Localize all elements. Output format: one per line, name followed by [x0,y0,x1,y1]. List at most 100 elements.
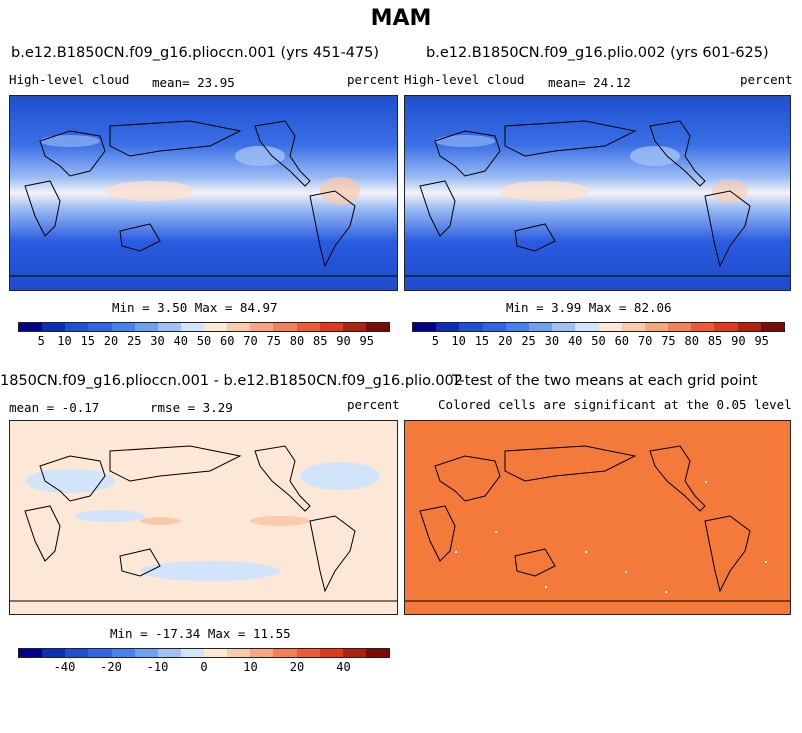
colorbar-swatch [342,323,366,331]
colorbar-swatch [180,323,204,331]
colorbar-swatch [319,649,343,657]
colorbar-tick-label: -20 [100,660,122,674]
panel4-subtitle: Colored cells are significant at the 0.0… [438,397,792,412]
panel3-rmse: rmse = 3.29 [150,400,233,415]
colorbar-swatch [528,323,553,331]
colorbar-swatch [319,323,343,331]
panel3-colorbar [18,648,390,658]
colorbar-tick-label: 10 [451,334,466,348]
colorbar-tick-label: 90 [731,334,746,348]
panel3-minmax: Min = -17.34 Max = 11.55 [110,626,291,641]
colorbar-swatch [760,323,784,331]
colorbar-swatch [644,323,669,331]
panel2-title: b.e12.B1850CN.f09_g16.plio.002 (yrs 601-… [426,45,769,61]
colorbar-tick-label: 25 [127,334,142,348]
colorbar-swatch [436,323,460,331]
colorbar-tick-label: 40 [567,334,583,348]
colorbar-swatch [204,323,228,331]
colorbar-tick-label: 0 [200,660,208,674]
colorbar-swatch [459,323,483,331]
panel2-mean: mean= 24.12 [548,75,631,90]
colorbar-swatch [19,649,43,657]
colorbar-tick-label: 20 [103,334,119,348]
colorbar-swatch [19,323,43,331]
colorbar-swatch [668,323,692,331]
colorbar-swatch [273,323,297,331]
panel1-units: percent [347,72,400,87]
panel3-units: percent [347,397,400,412]
panel4-map [404,420,791,615]
colorbar-swatch [691,323,715,331]
panel1-mean: mean= 23.95 [152,75,235,90]
colorbar-swatch [42,323,66,331]
colorbar-tick-label: 95 [754,334,769,348]
colorbar-swatch [714,323,738,331]
panel2-minmax: Min = 3.99 Max = 82.06 [506,300,672,315]
panel2-left-label: High-level cloud [404,72,525,87]
colorbar-swatch [552,323,576,331]
colorbar-swatch [227,323,251,331]
panel1-map [9,95,398,291]
colorbar-swatch [505,323,529,331]
colorbar-swatch [365,323,389,331]
colorbar-tick-label: 15 [80,334,95,348]
colorbar-tick-label: 85 [313,334,328,348]
panel3-map [9,420,398,615]
colorbar-swatch [157,323,181,331]
colorbar-swatch [180,649,204,657]
colorbar-swatch [250,323,274,331]
colorbar-swatch [296,323,320,331]
panel3-title: 1850CN.f09_g16.plioccn.001 - b.e12.B1850… [0,373,464,389]
colorbar-swatch [134,649,158,657]
panel2-colorbar [412,322,785,332]
colorbar-tick-label: 80 [684,334,699,348]
colorbar-tick-label: 5 [37,334,45,348]
panel2-units: percent [740,72,793,87]
colorbar-swatch [413,323,437,331]
colorbar-tick-label: 75 [266,334,281,348]
colorbar-swatch [157,649,181,657]
colorbar-tick-label: 90 [336,334,351,348]
colorbar-tick-label: 60 [614,334,630,348]
colorbar-tick-label: 75 [661,334,676,348]
colorbar-swatch [342,649,366,657]
colorbar-tick-label: 60 [220,334,235,348]
colorbar-tick-label: 30 [150,334,165,348]
colorbar-swatch [65,649,89,657]
colorbar-tick-label: 80 [289,334,305,348]
colorbar-swatch [204,649,228,657]
colorbar-swatch [65,323,89,331]
colorbar-swatch [111,649,135,657]
colorbar-swatch [296,649,320,657]
colorbar-swatch [273,649,297,657]
colorbar-swatch [111,323,135,331]
colorbar-swatch [482,323,506,331]
panel1-minmax: Min = 3.50 Max = 84.97 [112,300,278,315]
panel1-left-label: High-level cloud [9,72,130,87]
panel1-colorbar [18,322,390,332]
colorbar-swatch [42,649,66,657]
colorbar-tick-label: 70 [243,334,258,348]
colorbar-tick-label: 50 [196,334,212,348]
colorbar-swatch [88,323,112,331]
colorbar-tick-label: 25 [521,334,536,348]
colorbar-tick-label: 15 [474,334,490,348]
colorbar-tick-label: -10 [146,660,169,674]
colorbar-swatch [227,649,251,657]
colorbar-tick-label: 70 [637,334,653,348]
colorbar-tick-label: 30 [544,334,560,348]
colorbar-tick-label: -40 [53,660,76,674]
colorbar-tick-label: 20 [289,660,305,674]
colorbar-tick-label: 50 [591,334,606,348]
panel1-title: b.e12.B1850CN.f09_g16.plioccn.001 (yrs 4… [11,45,380,61]
colorbar-tick-label: 5 [431,334,439,348]
colorbar-swatch [134,323,158,331]
colorbar-tick-label: 20 [498,334,513,348]
colorbar-swatch [575,323,599,331]
colorbar-tick-label: 40 [336,660,351,674]
colorbar-tick-label: 95 [359,334,374,348]
figure-title: MAM [370,6,432,31]
panel3-mean: mean = -0.17 [9,400,100,415]
panel4-title: T-test of the two means at each grid poi… [452,373,758,389]
panel2-map [404,95,791,291]
